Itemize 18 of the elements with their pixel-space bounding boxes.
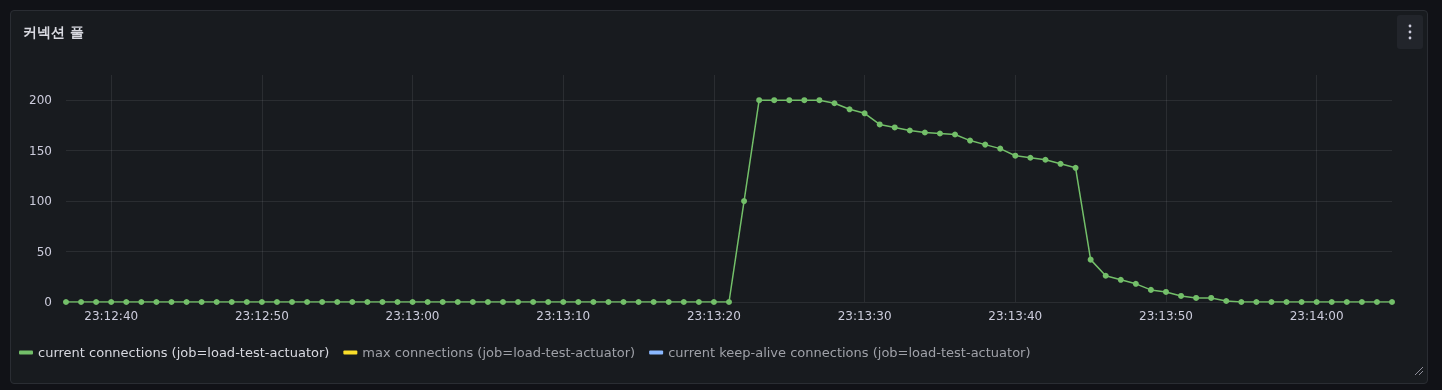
x-tick-label: 23:13:00 <box>385 309 440 323</box>
x-tick-label: 23:13:10 <box>536 309 591 323</box>
x-tick-label: 23:13:30 <box>837 309 892 323</box>
x-tick-label: 23:13:50 <box>1139 309 1193 323</box>
x-tick-label: 23:13:20 <box>686 309 741 323</box>
x-tick-label: 23:13:40 <box>988 309 1043 323</box>
legend-label: current connections (job=load-test-actuator) <box>38 345 330 360</box>
y-tick-label: 100 <box>29 194 52 209</box>
legend-label: max connections (job=load-test-actuator) <box>362 345 636 360</box>
y-tick-label: 0 <box>44 295 52 309</box>
chart-title: 커넥션 풀 <box>23 24 84 40</box>
y-tick-label: 200 <box>29 93 52 108</box>
x-tick-label: 23:14:00 <box>1289 309 1344 323</box>
y-tick-label: 50 <box>36 244 52 259</box>
legend-label: current keep-alive connections (job=load-test-actuator) <box>668 345 1031 360</box>
x-tick-label: 23:12:50 <box>234 309 289 323</box>
y-tick-label: 150 <box>29 143 52 158</box>
x-tick-label: 23:12:40 <box>84 309 139 323</box>
